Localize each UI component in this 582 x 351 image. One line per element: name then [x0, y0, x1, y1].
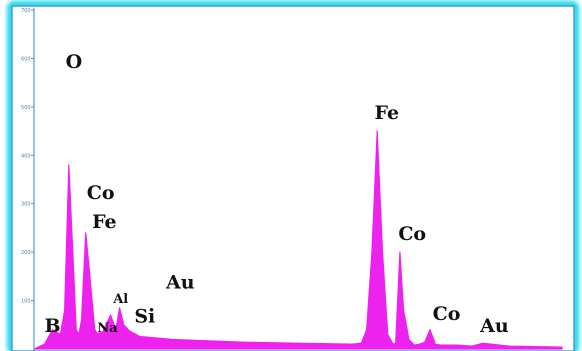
y-tick-label: 600 — [21, 56, 31, 62]
y-tick-label: 400 — [21, 153, 31, 159]
y-axis-ticks: 100 200 300 400 500 600 700 — [21, 8, 34, 305]
y-tick-label: 700 — [21, 8, 31, 14]
peak-label-b: B — [45, 315, 61, 337]
peak-label-al: Al — [112, 292, 128, 307]
plot-frame-glow — [7, 1, 579, 351]
peak-label-co: Co — [87, 182, 115, 204]
peak-label-fe: Fe — [375, 102, 400, 124]
plot-frame — [11, 5, 575, 351]
peak-label-fe: Fe — [92, 211, 117, 233]
y-tick-label: 200 — [21, 250, 31, 256]
y-tick-label: 300 — [21, 202, 31, 208]
spectrum-series — [33, 130, 563, 350]
peak-label-au: Au — [165, 271, 195, 293]
peak-labels: O Co Fe B Na Al Si Au Fe Co Co Au — [45, 51, 509, 337]
peak-label-co: Co — [433, 303, 461, 325]
peak-label-co: Co — [398, 223, 426, 245]
peak-label-na: Na — [97, 321, 118, 336]
y-tick-label: 500 — [21, 105, 31, 111]
peak-label-au: Au — [479, 315, 509, 337]
peak-label-o: O — [66, 51, 83, 73]
y-tick-label: 100 — [21, 299, 31, 305]
peak-label-si: Si — [134, 305, 155, 327]
